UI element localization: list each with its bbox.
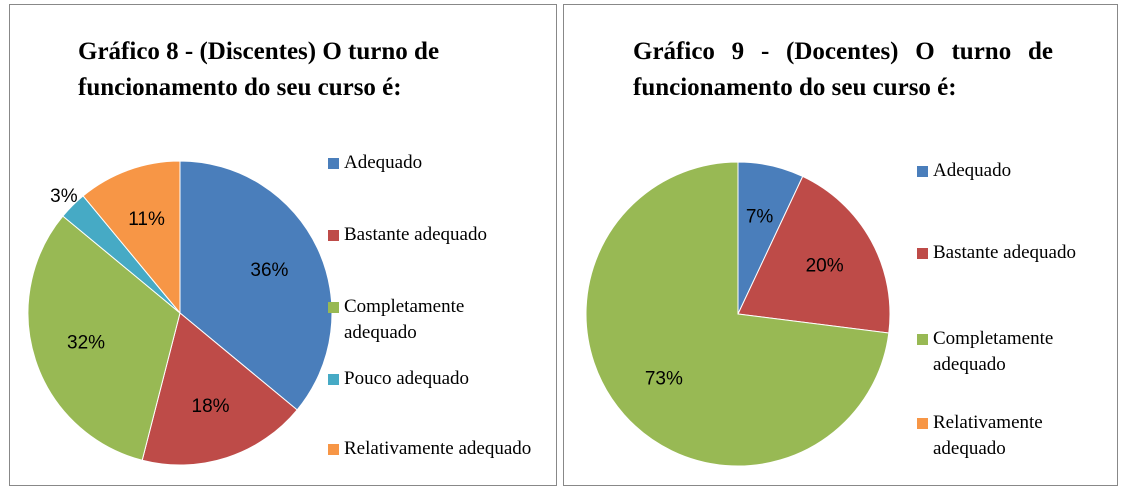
data-label: 3% <box>50 186 78 207</box>
legend-swatch <box>917 248 928 259</box>
legend-label: Completamente adequado <box>344 296 465 343</box>
legend-swatch <box>917 166 928 177</box>
pie-slice <box>179 160 333 411</box>
pie-slice <box>82 160 181 315</box>
legend-label: Adequado <box>933 160 1012 181</box>
chart-title: Gráfico 8 - (Discentes) O turno de funci… <box>78 38 440 101</box>
legend-item: Completamente adequado <box>917 326 1107 378</box>
legend-item: Relativamente adequado <box>328 436 538 462</box>
data-label: 11% <box>128 209 165 230</box>
legend-swatch <box>328 302 339 313</box>
legend-item: Adequado <box>328 150 538 176</box>
legend-label: Bastante adequado <box>933 242 1076 263</box>
data-label: 20% <box>806 255 844 276</box>
legend-item: Adequado <box>917 158 1107 184</box>
legend-label: Completamente adequado <box>933 328 1054 375</box>
legend-item: Completamente adequado <box>328 294 538 346</box>
chart-title: Gráfico 9 - (Docentes) O turno de funcio… <box>633 38 1053 101</box>
legend-label: Pouco adequado <box>344 368 470 389</box>
legend-item: Bastante adequado <box>917 240 1107 266</box>
pie-slice <box>737 175 891 334</box>
legend-label: Adequado <box>344 152 423 173</box>
legend-swatch <box>328 374 339 385</box>
pie-slice <box>27 215 181 461</box>
legend-item: Bastante adequado <box>328 222 538 248</box>
legend-label: Bastante adequado <box>344 224 487 245</box>
legend-label: Relativamente adequado <box>933 412 1043 459</box>
data-label: 32% <box>67 333 105 354</box>
legend-label: Relativamente adequado <box>344 438 532 459</box>
legend-item: Pouco adequado <box>328 366 538 392</box>
data-label: 18% <box>192 396 230 417</box>
pie-slice <box>141 312 298 466</box>
data-label: 7% <box>746 207 774 228</box>
data-label: 36% <box>250 260 288 281</box>
legend-swatch <box>917 334 928 345</box>
legend-swatch <box>917 418 928 429</box>
legend-item: Relativamente adequado <box>917 410 1107 462</box>
data-label: 73% <box>645 368 683 389</box>
pie-slice <box>585 161 890 467</box>
legend-swatch <box>328 158 339 169</box>
legend-swatch <box>328 444 339 455</box>
legend-swatch <box>328 230 339 241</box>
